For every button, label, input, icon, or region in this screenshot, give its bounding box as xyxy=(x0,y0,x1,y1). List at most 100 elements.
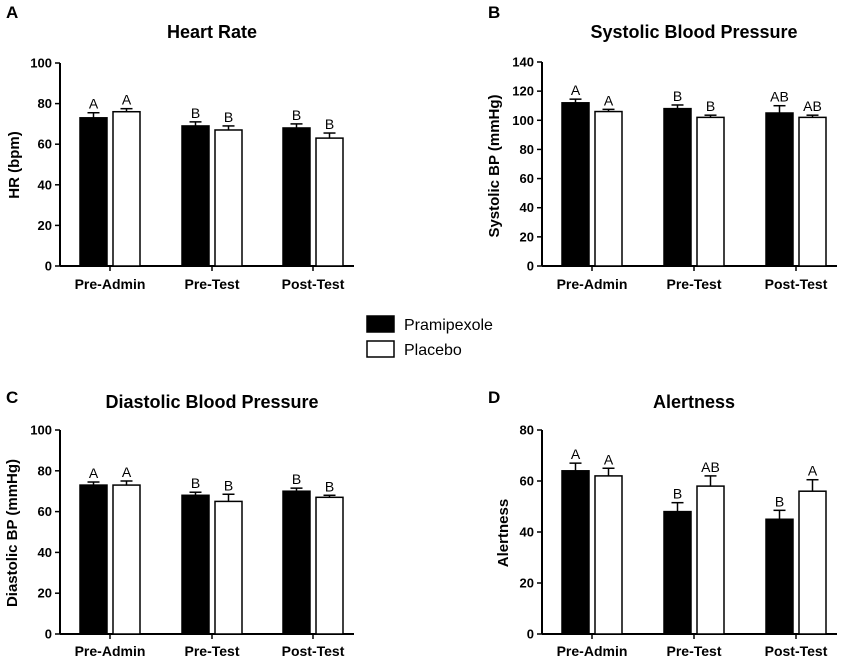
bar-c-pramipexole-0 xyxy=(79,484,108,635)
panel-letter-c: C xyxy=(6,388,18,407)
category-label-c-1: Pre-Test xyxy=(185,643,240,659)
chart-title-a: Heart Rate xyxy=(167,22,257,42)
bar-b-placebo-1 xyxy=(696,116,725,267)
y-tick-label-a-4: 80 xyxy=(38,96,52,111)
category-label-a-1: Pre-Test xyxy=(185,276,240,292)
sig-label-d-1-1: AB xyxy=(701,459,720,475)
sig-label-c-0-0: A xyxy=(89,465,99,481)
sig-label-d-0-0: A xyxy=(571,446,581,462)
y-tick-label-d-0: 0 xyxy=(527,627,534,642)
panel-b: B Systolic Blood Pressure Systolic BP (m… xyxy=(486,3,837,292)
y-tick-label-c-1: 20 xyxy=(38,586,52,601)
y-tick-label-b-2: 40 xyxy=(520,200,534,215)
sig-label-b-1-1: B xyxy=(706,98,715,114)
sig-label-d-0-2: B xyxy=(775,493,784,509)
y-tick-label-c-3: 60 xyxy=(38,504,52,519)
panel-c: C Diastolic Blood Pressure Diastolic BP … xyxy=(4,388,354,659)
y-tick-label-b-4: 80 xyxy=(520,142,534,157)
bar-a-pramipexole-0 xyxy=(79,117,108,267)
bar-a-placebo-2 xyxy=(315,137,344,267)
bar-d-pramipexole-0 xyxy=(561,470,590,635)
y-tick-label-c-4: 80 xyxy=(38,463,52,478)
y-tick-label-d-3: 60 xyxy=(520,474,534,489)
y-tick-label-a-5: 100 xyxy=(30,56,52,71)
panel-d: D Alertness Alertness Pre-Admin Pre-Test… xyxy=(488,388,837,659)
category-label-a-0: Pre-Admin xyxy=(75,276,146,292)
panel-letter-d: D xyxy=(488,388,500,407)
sig-label-b-0-2: AB xyxy=(770,89,789,105)
y-tick-label-b-5: 100 xyxy=(512,113,534,128)
bar-c-pramipexole-1 xyxy=(181,494,210,635)
bar-a-placebo-0 xyxy=(112,110,141,267)
y-tick-label-c-0: 0 xyxy=(45,627,52,642)
category-label-d-1: Pre-Test xyxy=(667,643,722,659)
bar-b-pramipexole-1 xyxy=(663,107,692,267)
y-tick-label-b-6: 120 xyxy=(512,84,534,99)
sig-label-a-0-2: B xyxy=(292,107,301,123)
bar-b-placebo-2 xyxy=(798,116,827,267)
sig-label-b-0-0: A xyxy=(571,82,581,98)
bar-d-pramipexole-2 xyxy=(765,518,794,635)
sig-label-d-0-1: B xyxy=(673,486,682,502)
y-tick-label-d-4: 80 xyxy=(520,423,534,438)
bar-c-placebo-0 xyxy=(112,484,141,635)
bar-b-placebo-0 xyxy=(594,110,623,267)
legend-label-placebo: Placebo xyxy=(404,342,462,359)
sig-label-d-1-2: A xyxy=(808,463,818,479)
y-axis-label-c: Diastolic BP (mmHg) xyxy=(4,459,21,607)
bar-d-placebo-0 xyxy=(594,475,623,635)
sig-label-d-1-0: A xyxy=(604,451,614,467)
sig-label-a-1-0: A xyxy=(122,92,132,108)
panel-letter-b: B xyxy=(488,3,500,22)
y-axis-label-a: HR (bpm) xyxy=(6,131,23,199)
legend-swatch-placebo xyxy=(366,340,395,358)
sig-label-a-1-1: B xyxy=(224,109,233,125)
y-tick-label-c-2: 40 xyxy=(38,545,52,560)
y-axis-label-d: Alertness xyxy=(495,499,512,567)
y-tick-label-a-3: 60 xyxy=(38,137,52,152)
sig-label-c-0-2: B xyxy=(292,471,301,487)
bar-a-pramipexole-2 xyxy=(282,127,311,267)
category-label-d-0: Pre-Admin xyxy=(557,643,628,659)
y-tick-label-b-7: 140 xyxy=(512,55,534,70)
y-tick-label-b-0: 0 xyxy=(527,259,534,274)
legend-swatch-pramipexole xyxy=(366,315,395,333)
y-tick-label-b-3: 60 xyxy=(520,171,534,186)
category-label-c-2: Post-Test xyxy=(282,643,345,659)
bar-c-placebo-1 xyxy=(214,500,243,635)
sig-label-b-1-2: AB xyxy=(803,98,822,114)
category-label-c-0: Pre-Admin xyxy=(75,643,146,659)
sig-label-a-1-2: B xyxy=(325,116,334,132)
sig-label-b-0-1: B xyxy=(673,88,682,104)
category-label-a-2: Post-Test xyxy=(282,276,345,292)
y-tick-label-b-1: 20 xyxy=(520,229,534,244)
y-tick-label-c-5: 100 xyxy=(30,423,52,438)
sig-label-c-0-1: B xyxy=(191,475,200,491)
bar-c-placebo-2 xyxy=(315,496,344,635)
panel-a: A Heart Rate HR (bpm) Pre-Admin Pre-Test… xyxy=(6,3,354,292)
chart-title-d: Alertness xyxy=(653,392,735,412)
sig-label-c-1-2: B xyxy=(325,478,334,494)
sig-label-b-1-0: A xyxy=(604,92,614,108)
bar-a-pramipexole-1 xyxy=(181,125,210,267)
legend: Pramipexole Placebo xyxy=(366,315,493,359)
category-label-b-2: Post-Test xyxy=(765,276,828,292)
bar-c-pramipexole-2 xyxy=(282,490,311,635)
bar-d-pramipexole-1 xyxy=(663,510,692,635)
sig-label-a-0-0: A xyxy=(89,96,99,112)
bar-b-pramipexole-0 xyxy=(561,102,590,267)
bar-a-placebo-1 xyxy=(214,129,243,267)
category-label-b-1: Pre-Test xyxy=(667,276,722,292)
y-axis-label-b: Systolic BP (mmHg) xyxy=(486,94,503,237)
chart-title-c: Diastolic Blood Pressure xyxy=(105,392,318,412)
category-label-d-2: Post-Test xyxy=(765,643,828,659)
legend-label-pramipexole: Pramipexole xyxy=(404,317,493,334)
bar-d-placebo-1 xyxy=(696,485,725,635)
category-label-b-0: Pre-Admin xyxy=(557,276,628,292)
y-tick-label-d-2: 40 xyxy=(520,525,534,540)
sig-label-a-0-1: B xyxy=(191,105,200,121)
sig-label-c-1-1: B xyxy=(224,477,233,493)
chart-title-b: Systolic Blood Pressure xyxy=(590,22,797,42)
bar-d-placebo-2 xyxy=(798,490,827,635)
